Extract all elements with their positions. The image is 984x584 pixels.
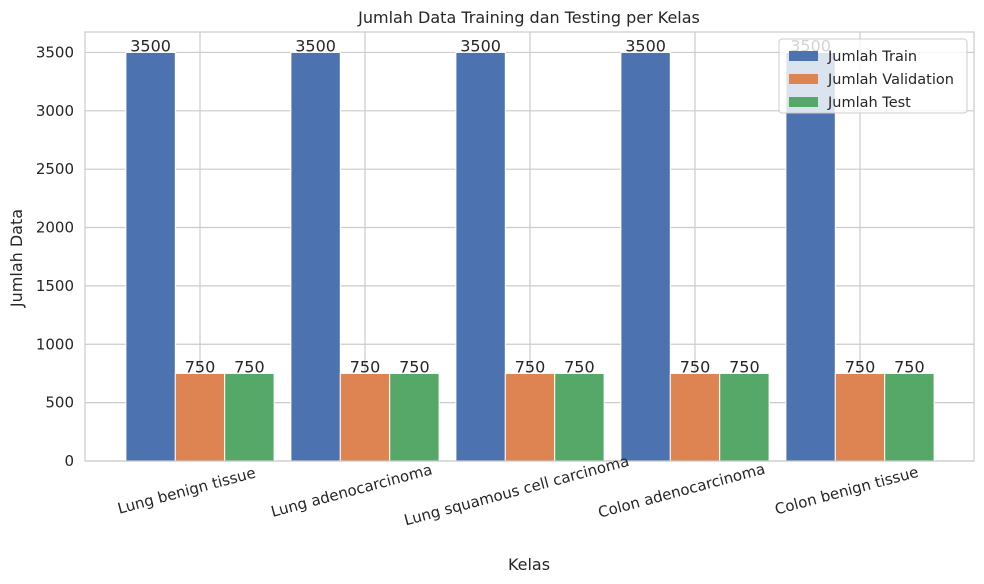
y-tick-label: 1500: [36, 277, 74, 295]
x-tick-label: Lung squamous cell carcinoma: [402, 452, 631, 529]
x-axis-title: Kelas: [508, 555, 550, 574]
data-label: 750: [399, 357, 430, 376]
y-axis-title: Jumlah Data: [7, 209, 26, 308]
chart-title: Jumlah Data Training dan Testing per Kel…: [357, 8, 700, 27]
legend: Jumlah Train Jumlah Validation Jumlah Test: [778, 38, 968, 114]
legend-label: Jumlah Test: [827, 95, 911, 111]
data-label: 750: [729, 357, 760, 376]
data-label: 750: [680, 357, 711, 376]
data-label: 750: [845, 357, 876, 376]
legend-swatch: [789, 51, 818, 61]
bar-jumlah-test: [554, 372, 605, 462]
data-label: 750: [515, 357, 546, 376]
bar-jumlah-validation: [669, 372, 721, 462]
data-label: 750: [234, 357, 265, 376]
data-label: 750: [350, 357, 381, 376]
legend-label: Jumlah Validation: [827, 72, 954, 88]
y-axis-ticks: 0 500 1000 1500 2000 2500 3000 3500: [36, 43, 74, 470]
y-tick-label: 3500: [36, 43, 74, 61]
bar-jumlah-train: [290, 51, 341, 462]
bar-jumlah-test: [884, 372, 935, 462]
legend-swatch: [789, 74, 818, 84]
data-label: 750: [894, 357, 925, 376]
legend-box: [778, 38, 968, 114]
data-label: 3500: [460, 36, 501, 55]
data-label: 3500: [295, 36, 336, 55]
y-tick-label: 1000: [36, 335, 74, 353]
data-label: 3500: [625, 36, 666, 55]
bar-jumlah-test: [224, 372, 275, 462]
x-tick-label: Colon benign tissue: [773, 463, 921, 519]
data-label: 3500: [130, 36, 171, 55]
y-tick-label: 3000: [36, 102, 74, 120]
bar-jumlah-train: [455, 51, 506, 462]
x-axis-ticks: Lung benign tissue Lung adenocarcinomaLun…: [116, 452, 921, 529]
bar-jumlah-validation: [339, 372, 391, 462]
bar-jumlah-validation: [504, 372, 556, 462]
x-tick-label: Lung benign tissue: [116, 464, 258, 518]
y-tick-label: 500: [45, 394, 74, 412]
bar-jumlah-validation: [834, 372, 886, 462]
y-tick-label: 2000: [36, 219, 74, 237]
y-tick-label: 2500: [36, 160, 74, 178]
plot-frame: [84, 31, 975, 462]
bar-jumlah-validation: [174, 372, 226, 462]
data-label: 750: [185, 357, 216, 376]
bar-jumlah-train: [785, 51, 836, 462]
bar-jumlah-test: [389, 372, 440, 462]
bar-jumlah-train: [125, 51, 176, 462]
bar-jumlah-train: [620, 51, 671, 462]
y-tick-label: 0: [64, 452, 74, 470]
data-label: 750: [564, 357, 595, 376]
legend-swatch: [789, 97, 818, 107]
legend-label: Jumlah Train: [827, 49, 917, 65]
bars: [125, 51, 935, 462]
bar-jumlah-test: [719, 372, 770, 462]
